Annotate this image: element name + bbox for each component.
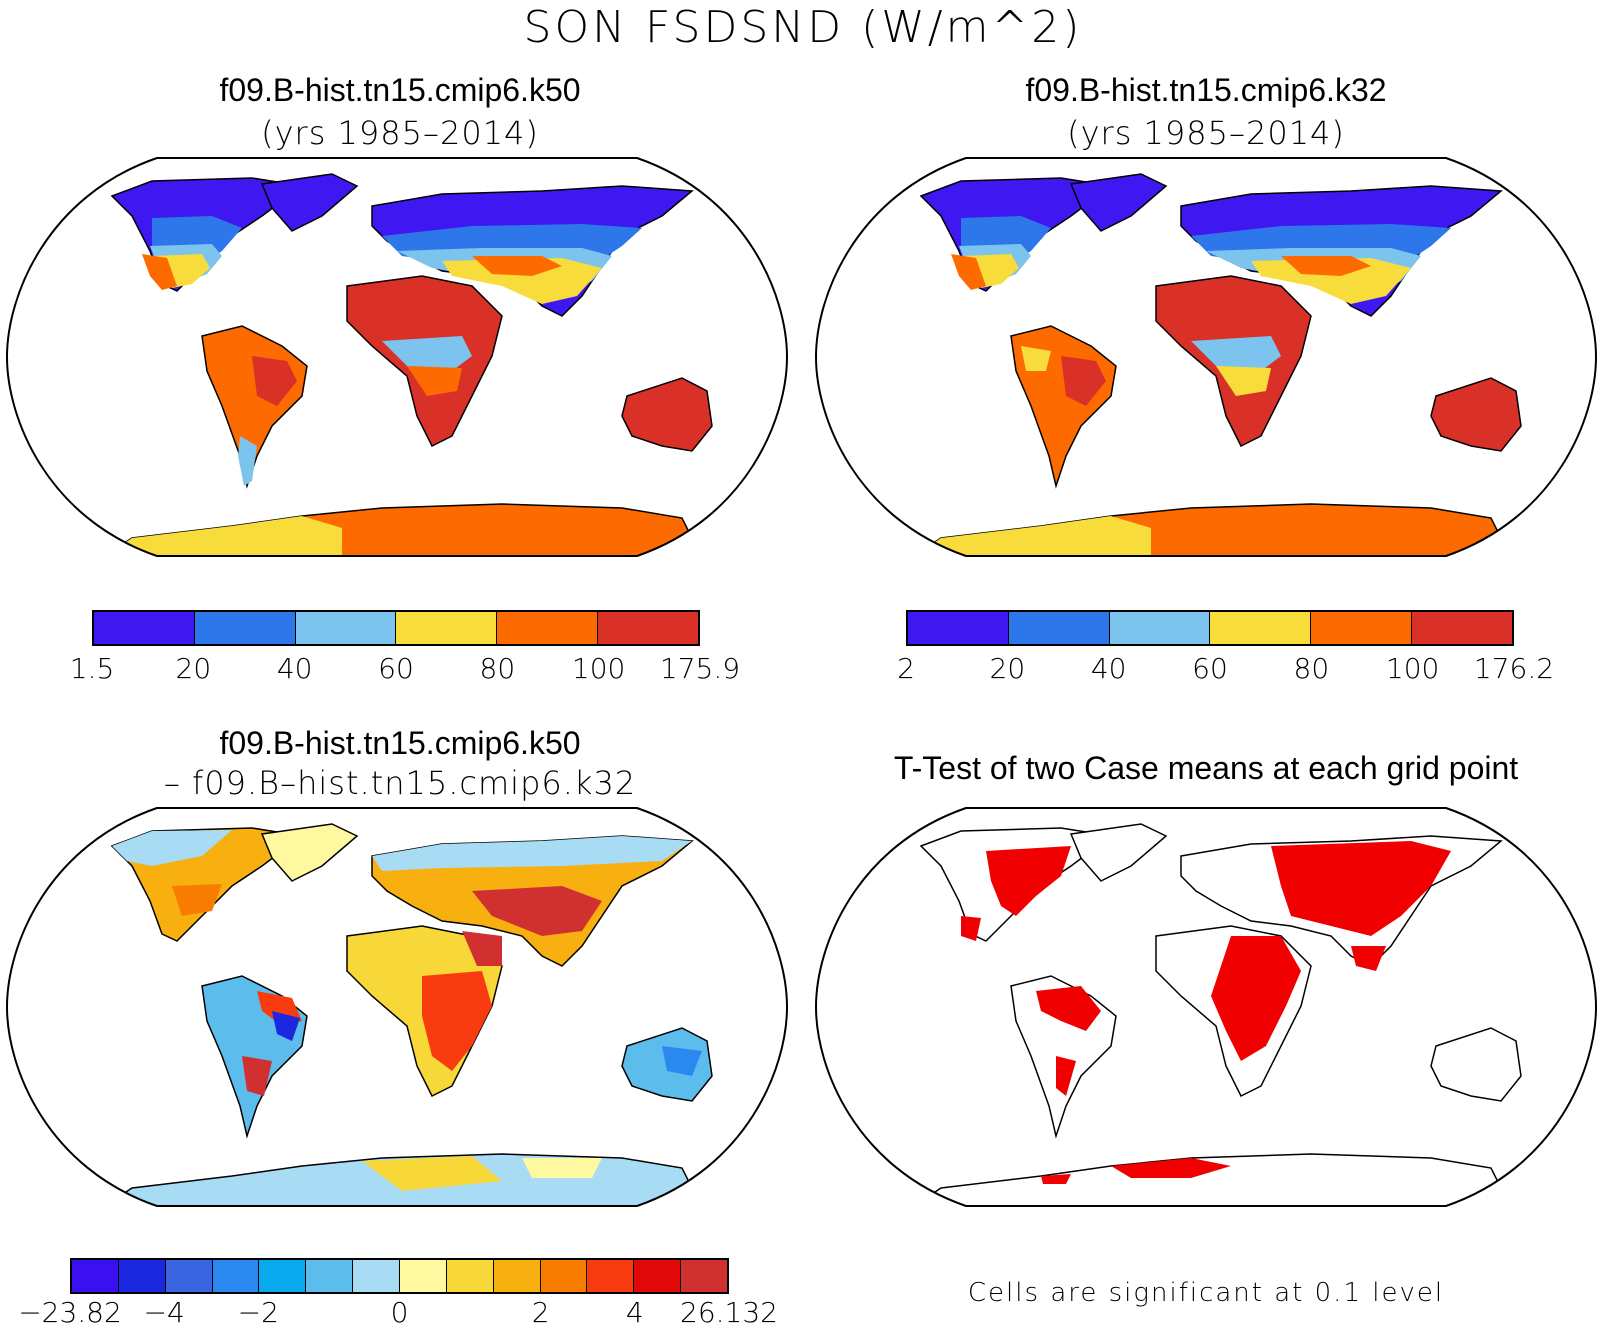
colorbar-tick-label: 176.2 [1473,652,1555,685]
colorbar-k50-seg [94,612,195,644]
colorbar-diff-seg [587,1260,635,1292]
map-ttest [814,807,1598,1207]
colorbar-diff-seg [400,1260,447,1292]
colorbar-tick-label: 4 [625,1296,644,1329]
colorbar-diff-seg [306,1260,354,1292]
colorbar-diff-seg [681,1260,728,1292]
panel-diff-title: f09.B-hist.tn15.cmip6.k50 [219,725,581,761]
colorbar-k50-seg [598,612,698,644]
colorbar-tick-label: 40 [1090,652,1127,685]
colorbar-tick-label: 60 [1192,652,1228,685]
colorbar-tick-label: 0 [390,1296,409,1329]
colorbar-tick-label: 20 [175,652,212,685]
colorbar-k32-seg [1008,612,1110,644]
colorbar-diff-seg [165,1260,213,1292]
panel-k32-title: f09.B-hist.tn15.cmip6.k32 [1025,72,1387,108]
colorbar-k32-seg [908,612,1009,644]
colorbar-k50 [92,610,700,646]
colorbar-tick-label: −4 [143,1296,185,1329]
colorbar-diff-seg [493,1260,541,1292]
colorbar-tick-label: 80 [1293,652,1330,685]
colorbar-tick-label: 60 [378,652,414,685]
colorbar-tick-label: −23.82 [18,1296,122,1329]
map-diff [5,807,789,1207]
colorbar-k32-seg [1210,612,1312,644]
colorbar-diff-seg [540,1260,588,1292]
colorbar-diff-seg [446,1260,494,1292]
colorbar-diff-seg [72,1260,119,1292]
colorbar-tick-label: 80 [479,652,516,685]
colorbar-k32-seg [1311,612,1413,644]
panel-k50-subtitle: (yrs 1985–2014) [261,114,539,152]
panel-diff-subtitle: – f09.B–hist.tn15.cmip6.k32 [163,764,637,802]
colorbar-k32-seg [1412,612,1512,644]
colorbar-tick-label: 100 [571,652,626,685]
colorbar-tick-label: 26.132 [680,1296,778,1329]
colorbar-diff [70,1258,729,1294]
colorbar-k32-seg [1109,612,1211,644]
colorbar-tick-label: 2 [531,1296,550,1329]
panel-k32-subtitle: (yrs 1985–2014) [1067,114,1345,152]
colorbar-tick-label: 100 [1385,652,1440,685]
colorbar-diff-seg [634,1260,682,1292]
colorbar-k50-seg [194,612,296,644]
colorbar-tick-label: 2 [897,652,915,685]
panel-ttest-title: T-Test of two Case means at each grid po… [893,750,1519,786]
map-k50 [5,157,789,557]
colorbar-k50-seg [295,612,397,644]
colorbar-tick-label: 20 [989,652,1026,685]
ttest-note: Cells are significant at 0.1 level [967,1278,1445,1308]
panel-k50-title: f09.B-hist.tn15.cmip6.k50 [219,72,581,108]
colorbar-diff-seg [212,1260,260,1292]
colorbar-tick-label: 40 [276,652,313,685]
colorbar-k50-seg [396,612,498,644]
colorbar-diff-seg [259,1260,307,1292]
main-title: SON FSDSND (W/m^2) [523,2,1083,53]
significance-mask [961,841,1451,1184]
colorbar-k32 [906,610,1514,646]
colorbar-diff-seg [118,1260,166,1292]
colorbar-k50-seg [497,612,599,644]
colorbar-tick-label: 1.5 [69,652,115,685]
colorbar-diff-seg [353,1260,401,1292]
map-k32 [814,157,1598,557]
colorbar-tick-label: 175.9 [659,652,741,685]
colorbar-tick-label: −2 [237,1296,279,1329]
